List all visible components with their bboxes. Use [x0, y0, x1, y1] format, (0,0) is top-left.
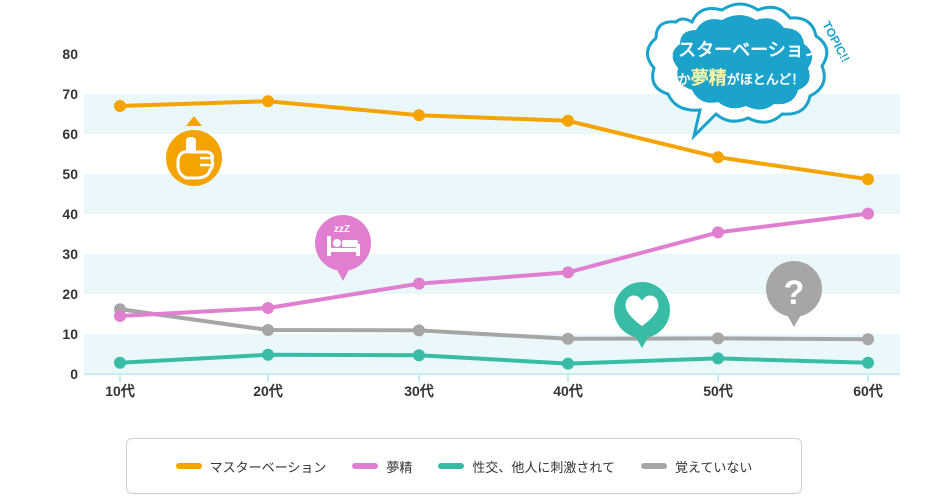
question-icon: ? [766, 261, 822, 327]
x-tick-label: 20代 [253, 383, 283, 399]
topic-callout: マスターベーション か夢精がほとんど！ TOPIC!! [646, 2, 853, 141]
data-point-1 [562, 266, 574, 279]
hand-icon [166, 116, 222, 186]
legend-swatch [175, 463, 202, 469]
data-point-0 [712, 151, 724, 164]
legend-item-2: 性交、他人に刺激されて [438, 457, 615, 476]
y-tick-label: 0 [70, 366, 78, 382]
data-point-2 [114, 356, 126, 369]
data-point-2 [562, 357, 574, 370]
y-tick-label: 60 [62, 126, 78, 142]
data-point-3 [262, 324, 274, 336]
series-lines [119, 99, 869, 366]
series-line-3 [119, 307, 869, 342]
x-tick-label: 40代 [553, 383, 583, 399]
question-mark-text: ? [784, 274, 805, 312]
legend-label: 夢精 [386, 459, 413, 475]
y-tick-label: 50 [62, 166, 78, 182]
topic-suffix: がほとんど！ [727, 72, 805, 87]
data-point-3 [413, 324, 425, 337]
series-line-0 [119, 99, 869, 182]
data-point-1 [413, 277, 425, 290]
y-tick-label: 10 [62, 326, 78, 342]
legend-item-3: 覚えていない [641, 457, 752, 476]
data-point-0 [262, 95, 274, 108]
data-point-2 [262, 348, 274, 361]
x-tick-label: 10代 [105, 383, 135, 399]
heart-icon [614, 282, 670, 348]
data-point-1 [712, 226, 724, 239]
zzz-text: zzZ [334, 224, 350, 235]
x-tick-label: 60代 [853, 383, 883, 399]
data-point-2 [413, 349, 425, 362]
y-tick-label: 20 [62, 286, 78, 302]
legend-swatch [641, 463, 668, 469]
data-point-1 [862, 207, 874, 220]
series-line-1 [119, 211, 869, 318]
y-tick-label: 30 [62, 246, 78, 262]
topic-prefix: か [678, 72, 691, 87]
legend-label: 覚えていない [675, 459, 753, 475]
y-tick-label: 70 [62, 86, 78, 102]
data-point-1 [262, 302, 274, 314]
x-tick-label: 50代 [703, 383, 733, 399]
data-point-0 [562, 114, 574, 127]
grid-band [84, 254, 900, 294]
data-point-3 [562, 332, 574, 345]
data-point-2 [712, 352, 724, 365]
legend-label: マスターベーション [209, 459, 327, 475]
grid-band [84, 334, 900, 374]
data-point-0 [114, 100, 126, 112]
data-point-3 [712, 332, 724, 345]
series-line-2 [119, 352, 869, 366]
legend-label: 性交、他人に刺激されて [472, 459, 616, 475]
data-point-2 [862, 356, 874, 369]
legend-swatch [352, 463, 379, 469]
y-tick-label: 80 [62, 46, 78, 62]
legend-item-1: 夢精 [352, 457, 412, 476]
data-point-0 [862, 173, 874, 186]
topic-line2: か夢精がほとんど！ [678, 67, 805, 88]
topic-line1: マスターベーション [660, 40, 822, 60]
topic-emph: 夢精 [691, 67, 727, 88]
legend-swatch [438, 463, 465, 469]
data-point-0 [413, 109, 425, 122]
axes: 0 10 20 30 40 50 60 70 80 10代 20代 30代 40代 50代 60代 [62, 46, 900, 399]
y-tick-label: 40 [62, 206, 78, 222]
x-tick-label: 30代 [404, 383, 434, 399]
series-points [114, 95, 874, 370]
legend: マスターベーション 夢精 性交、他人に刺激されて 覚えていない [126, 438, 802, 494]
legend-item-0: マスターベーション [175, 457, 327, 476]
sleeping-bed-icon: zzZ [315, 215, 371, 281]
line-chart: 0 10 20 30 40 50 60 70 80 10代 20代 30代 40代 50代 60代 zzZ [62, 2, 900, 399]
data-point-1 [114, 310, 126, 322]
data-point-3 [862, 333, 874, 346]
grid-band [84, 174, 900, 214]
